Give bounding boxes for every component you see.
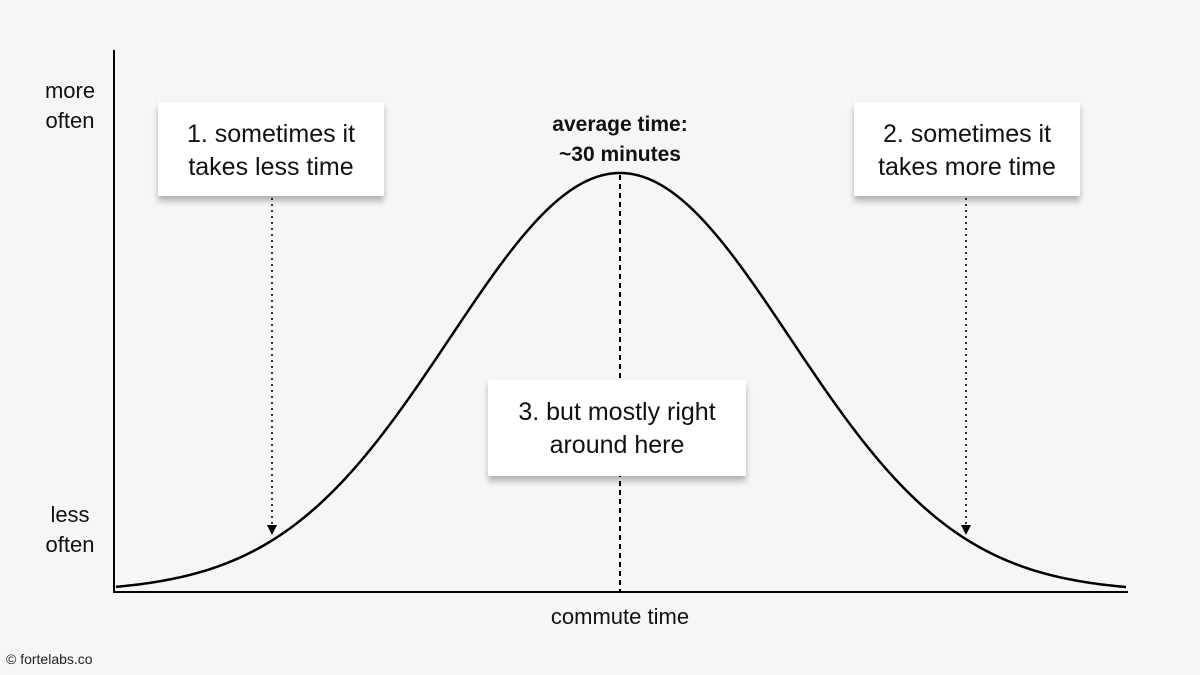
callout-1-line-1: 1. sometimes it [186,120,356,148]
y-top-line-2: often [45,108,95,133]
y-axis-top-label: more often [24,76,116,136]
copyright-credit: © fortelabs.co [6,651,93,667]
callout-2-line-2: takes more time [878,153,1056,181]
callout-2-line-1: 2. sometimes it [882,120,1052,148]
y-bottom-line-2: often [45,532,95,557]
callout-less-time: 1. sometimes it takes less time [158,102,384,196]
callout-3-line-2: around here [549,431,685,459]
y-bottom-line-1: less [50,502,90,527]
callout-more-time: 2. sometimes it takes more time [854,102,1080,196]
y-top-line-1: more [44,78,96,103]
callout-1-line-2: takes less time [188,153,354,181]
bell-curve [115,171,1127,589]
y-axis-bottom-label: less often [24,500,116,560]
average-line-1: average time: [552,113,688,136]
average-line-2: ~30 minutes [559,143,681,166]
callout-3-line-1: 3. but mostly right [518,398,716,426]
average-time-label: average time: ~30 minutes [470,110,770,170]
callout-mostly-here: 3. but mostly right around here [488,380,746,476]
x-axis-label: commute time [550,604,690,629]
